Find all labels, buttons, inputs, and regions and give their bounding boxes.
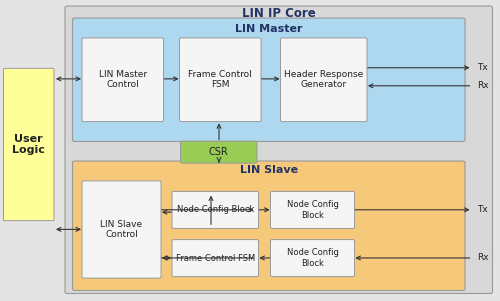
FancyBboxPatch shape (280, 38, 367, 122)
Text: Tx: Tx (478, 63, 488, 72)
Text: CSR: CSR (209, 147, 229, 157)
Text: LIN Slave
Control: LIN Slave Control (100, 220, 142, 239)
Text: Rx: Rx (478, 253, 489, 262)
FancyBboxPatch shape (270, 240, 354, 277)
Text: Header Response
Generator: Header Response Generator (284, 70, 364, 89)
Text: Node Config
Block: Node Config Block (286, 248, 339, 268)
Text: LIN Slave: LIN Slave (240, 165, 298, 175)
FancyBboxPatch shape (4, 68, 54, 221)
FancyBboxPatch shape (82, 181, 161, 278)
Text: User
Logic: User Logic (12, 134, 45, 155)
Text: Node Config Block: Node Config Block (176, 206, 254, 214)
Text: Rx: Rx (478, 81, 489, 90)
Text: LIN IP Core: LIN IP Core (242, 7, 316, 20)
Text: Tx: Tx (478, 205, 488, 214)
FancyBboxPatch shape (180, 141, 257, 163)
FancyBboxPatch shape (172, 240, 258, 277)
FancyBboxPatch shape (72, 161, 465, 290)
Text: LIN Master
Control: LIN Master Control (98, 70, 147, 89)
FancyBboxPatch shape (172, 191, 258, 228)
FancyBboxPatch shape (65, 6, 492, 293)
FancyBboxPatch shape (270, 191, 354, 228)
Text: Node Config
Block: Node Config Block (286, 200, 339, 220)
Text: Frame Control
FSM: Frame Control FSM (188, 70, 252, 89)
FancyBboxPatch shape (180, 38, 261, 122)
Text: Frame Control FSM: Frame Control FSM (176, 254, 255, 262)
FancyBboxPatch shape (72, 18, 465, 141)
FancyBboxPatch shape (82, 38, 164, 122)
Text: LIN Master: LIN Master (236, 23, 303, 34)
